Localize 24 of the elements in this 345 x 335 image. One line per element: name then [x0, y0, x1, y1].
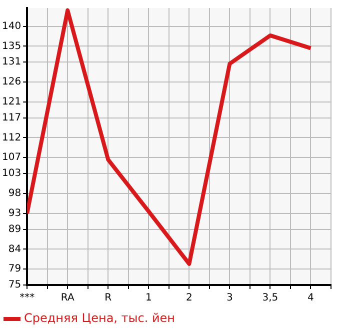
y-tick-label: 121: [2, 96, 22, 108]
y-tick-label: 112: [2, 132, 22, 144]
y-tick-label: 79: [8, 264, 22, 275]
x-tick-label: ***: [20, 292, 35, 304]
x-tick-label: 3,5: [262, 292, 278, 304]
legend-label: Средняя Цена, тыс. йен: [24, 311, 176, 326]
x-tick-label: R: [104, 292, 112, 304]
y-tick-label: 89: [8, 224, 22, 235]
y-tick-label: 98: [8, 188, 22, 200]
x-tick-label: 3: [226, 292, 233, 304]
x-tick-label: RA: [60, 292, 74, 304]
y-tick-label: 135: [2, 40, 22, 52]
y-tick-label: 75: [8, 280, 22, 291]
x-tick-label: 1: [145, 292, 152, 304]
y-tick-label: 107: [2, 152, 22, 164]
x-tick-label: 2: [186, 292, 192, 304]
y-tick-label: 93: [8, 208, 22, 219]
y-tick-label: 126: [2, 76, 22, 88]
x-tick-label: 4: [308, 292, 314, 304]
y-tick-label: 117: [2, 112, 22, 124]
y-tick-label: 84: [8, 244, 22, 255]
y-tick-label: 131: [2, 56, 22, 68]
y-tick-label: 140: [2, 20, 22, 32]
y-tick-label: 103: [2, 168, 22, 180]
